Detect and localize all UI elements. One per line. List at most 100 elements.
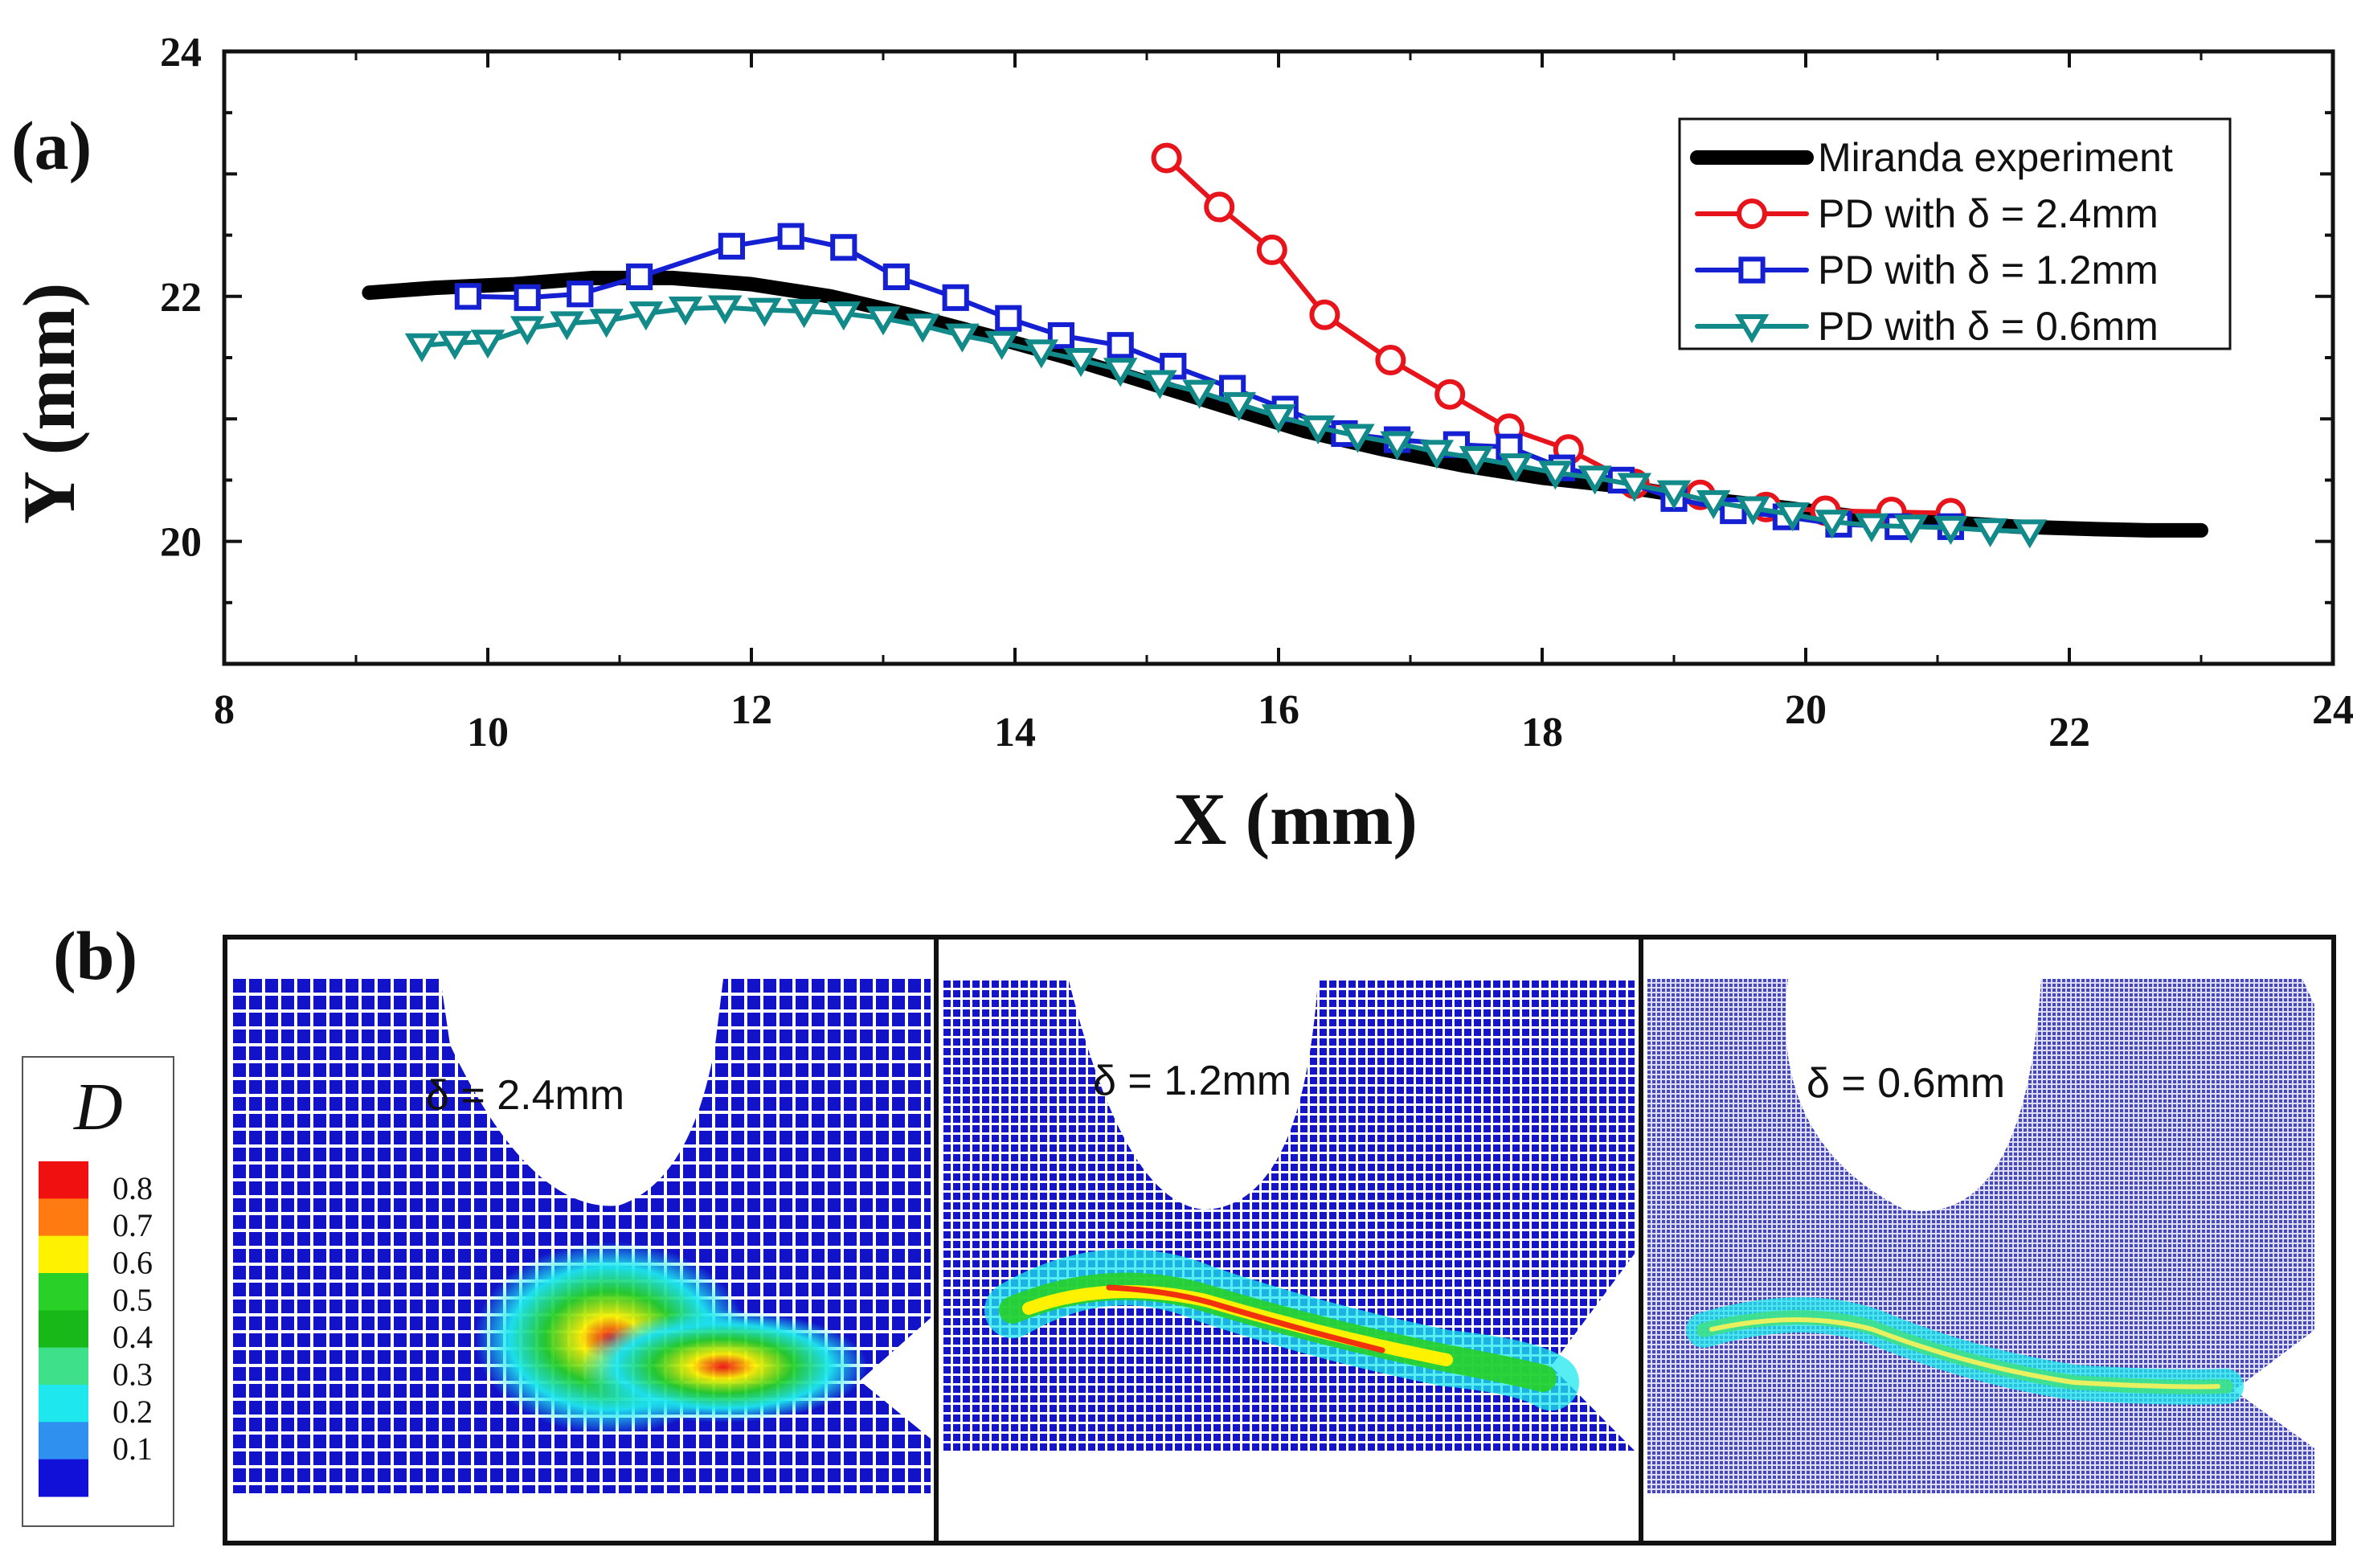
colorbar-swatch [39, 1385, 88, 1423]
legend-label: PD with δ = 0.6mm [1818, 304, 2159, 349]
colorbar-tick-label: 0.1 [113, 1431, 153, 1467]
marker-triangle [668, 297, 703, 326]
colorbar-tick-label: 0.7 [113, 1207, 153, 1243]
marker-triangle [747, 297, 782, 327]
colorbar-title: D [73, 1070, 123, 1144]
colorbar-swatch [39, 1347, 88, 1386]
x-tick-label: 24 [2312, 687, 2353, 733]
damage-panel-fine: δ = 0.6mm [1647, 979, 2314, 1493]
marker-triangle [707, 295, 743, 325]
marker-triangle [1775, 502, 1810, 532]
colorbar-swatch [39, 1273, 88, 1311]
x-tick-label: 16 [1258, 687, 1299, 733]
marker-triangle [984, 330, 1019, 360]
marker-triangle [470, 330, 505, 359]
damage-panel-coarse: δ = 2.4mm [233, 979, 931, 1493]
marker-square [882, 263, 911, 291]
marker-square [777, 223, 804, 250]
marker-square [626, 263, 653, 291]
marker-triangle [1734, 314, 1770, 344]
marker-circle [1737, 199, 1767, 229]
damage-zone-fine [1686, 1297, 2244, 1405]
marker-square [718, 232, 745, 260]
x-tick-label: 22 [2048, 710, 2090, 755]
x-tick-label: 18 [1521, 710, 1563, 755]
marker-triangle [1973, 518, 2007, 548]
colorbar-ticks: 0.80.70.60.50.40.30.20.1 [113, 1170, 153, 1467]
marker-triangle [1222, 391, 1257, 422]
marker-triangle [1736, 496, 1770, 526]
marker-triangle [1538, 461, 1573, 490]
marker-triangle [1340, 424, 1375, 453]
marker-square [1738, 256, 1766, 284]
legend-label: PD with δ = 1.2mm [1818, 248, 2159, 293]
delta-label: δ = 1.2mm [1093, 1058, 1291, 1104]
y-tick-label: 24 [160, 30, 202, 76]
marker-triangle [1893, 514, 1929, 544]
marker-triangle [1300, 415, 1336, 444]
marker-circle [1375, 345, 1406, 376]
marker-triangle [2012, 519, 2048, 549]
y-tick-label: 20 [160, 520, 202, 566]
colorbar-swatch [39, 1422, 88, 1460]
colorbar-swatch [39, 1235, 88, 1274]
marker-triangle [1498, 453, 1533, 483]
x-axis-title: X (mm) [1173, 778, 1418, 860]
colorbar-tick-label: 0.3 [113, 1356, 153, 1392]
marker-square [942, 284, 969, 311]
marker-triangle [905, 313, 940, 343]
marker-triangle [1656, 480, 1692, 510]
colorbar-swatches [39, 1161, 88, 1497]
marker-square [1047, 321, 1075, 350]
marker-triangle [509, 316, 545, 346]
marker-triangle [826, 301, 861, 331]
marker-circle [1204, 191, 1235, 223]
marker-circle [1256, 234, 1287, 265]
delta-label: δ = 0.6mm [1807, 1060, 2005, 1107]
marker-triangle [1617, 473, 1652, 502]
marker-triangle [945, 323, 980, 353]
y-axis-title: Y (mm) [8, 283, 90, 525]
axis-ticks: 8 10 12 14 16 18 20 22 24 20 22 24 [160, 30, 2353, 755]
marker-circle [1309, 299, 1340, 330]
colorbar-tick-label: 0.5 [113, 1282, 153, 1318]
series-pd06 [404, 295, 2048, 549]
marker-triangle [787, 299, 821, 329]
marker-square [514, 284, 541, 311]
marker-triangle [1934, 515, 1968, 545]
marker-triangle [404, 333, 440, 362]
marker-triangle [1419, 440, 1455, 469]
x-tick-label: 8 [214, 687, 235, 733]
marker-triangle [1578, 465, 1612, 495]
colorbar-swatch [39, 1459, 88, 1497]
marker-square [1107, 332, 1134, 359]
marker-triangle [1854, 513, 1889, 542]
colorbar-tick-label: 0.4 [113, 1319, 153, 1355]
marker-triangle [1182, 379, 1217, 409]
marker-triangle [1063, 348, 1099, 378]
marker-triangle [865, 306, 901, 336]
colorbar-swatch [39, 1198, 88, 1237]
marker-triangle [589, 309, 624, 338]
panel-b-label: (b) [53, 917, 137, 994]
marker-triangle [628, 301, 664, 331]
marker-triangle [437, 330, 473, 360]
marker-square [995, 305, 1022, 332]
colorbar-swatch [39, 1310, 88, 1349]
colorbar: D 0.80.70.60.50.40.30.20.1 [22, 1056, 174, 1527]
x-tick-label: 12 [730, 687, 772, 733]
marker-square [830, 234, 857, 261]
delta-label: δ = 2.4mm [426, 1072, 624, 1119]
colorbar-tick-label: 0.8 [113, 1170, 153, 1206]
marker-triangle [1815, 510, 1850, 539]
mesh-fine [1647, 979, 2314, 1493]
x-tick-label: 14 [994, 710, 1036, 755]
marker-triangle [1696, 489, 1731, 519]
marker-square [567, 280, 594, 308]
damage-zone-medium [984, 1249, 1579, 1410]
marker-square [454, 283, 481, 310]
marker-triangle [1380, 431, 1414, 461]
marker-triangle [1261, 404, 1296, 434]
series-layer [362, 142, 2208, 549]
